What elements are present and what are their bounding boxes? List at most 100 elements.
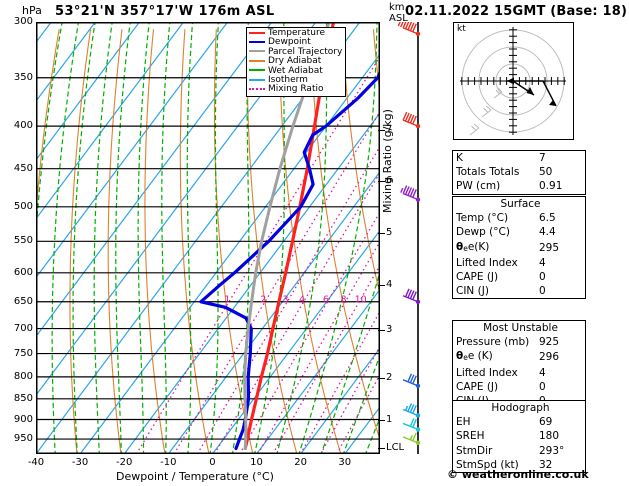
temperature-tick-30: 30: [338, 457, 352, 468]
x-axis-title: Dewpoint / Temperature (°C): [116, 470, 274, 483]
pressure-tick-600: 600: [13, 266, 33, 278]
wind-barb: [402, 373, 421, 389]
indices-label: PW (cm): [456, 180, 501, 193]
temperature-tick-0: 0: [209, 457, 216, 468]
altitude-tickmark: [378, 285, 385, 286]
hodograph-stats-row: SREH 180: [453, 429, 585, 443]
mixing-ratio-axis-title: Mixing Ratio (g/kg): [381, 109, 394, 213]
indices-value: 7: [539, 152, 546, 164]
surface-header: Surface: [500, 198, 541, 210]
pressure-tick-350: 350: [13, 71, 33, 83]
legend-item: Dry Adiabat: [249, 56, 342, 67]
most-unstable-label: Lifted Index: [456, 366, 518, 379]
hodograph-stats-label: EH: [456, 416, 471, 429]
most-unstable-value: 0: [539, 380, 546, 393]
legend-label: Temperature: [268, 28, 326, 38]
legend-swatch-4: [249, 69, 265, 72]
surface-value: 4.4: [539, 226, 556, 239]
temperature-tick--40: -40: [27, 457, 45, 468]
legend-label: Dry Adiabat: [268, 56, 322, 67]
pressure-tick-550: 550: [13, 235, 33, 247]
date-title: 02.11.2022 15GMT (Base: 18): [405, 4, 628, 19]
legend-item: Temperature: [249, 28, 342, 38]
altitude-tick-7: 7: [386, 124, 393, 135]
surface-row: Dewp (°C) 4.4: [453, 225, 585, 239]
pressure-tick-950: 950: [13, 433, 33, 445]
sounding-curves: [199, 22, 380, 451]
temperature-tick-10: 10: [250, 457, 263, 468]
wind-barb: [400, 185, 421, 202]
legend-item: Mixing Ratio: [249, 85, 342, 94]
temperature-tick--10: -10: [160, 457, 177, 468]
pressure-tick-400: 400: [13, 120, 33, 132]
most-unstable-row: θee (K) 296: [453, 349, 585, 365]
hodograph-stats-value: 69: [539, 416, 553, 429]
temperature-tick-20: 20: [294, 457, 307, 468]
wind-barb-column: [394, 18, 428, 454]
surface-row: θee(K) 295: [453, 240, 585, 256]
pressure-tick-450: 450: [13, 162, 33, 174]
legend-swatch-6: [249, 87, 265, 90]
hodograph-stats-value: 293°: [539, 444, 565, 457]
most-unstable-row: Pressure (mb) 925: [453, 335, 585, 349]
hodograph-stats-label: StmDir: [456, 444, 493, 457]
pressure-tick-800: 800: [13, 370, 33, 382]
altitude-tickmark: [378, 130, 385, 131]
most-unstable-value: 925: [539, 336, 560, 349]
wind-barb: [402, 432, 421, 446]
indices-table: K 7 Totals Totals 50 PW (cm) 0.91: [452, 150, 586, 195]
altitude-tick-4: 4: [386, 279, 393, 290]
wind-barb: [402, 288, 421, 304]
svg-text:8: 8: [341, 295, 347, 306]
most-unstable-row: Lifted Index 4: [453, 366, 585, 380]
pressure-tick-700: 700: [13, 322, 33, 334]
surface-label: Temp (°C): [456, 212, 509, 225]
isobar-lines: [36, 22, 380, 440]
altitude-tickmark: [378, 181, 385, 182]
altitude-tickmark: [378, 330, 385, 331]
legend-label: Mixing Ratio: [268, 84, 324, 95]
most-unstable-label: θee (K): [456, 350, 493, 363]
legend: Temperature Dewpoint Parcel Trajectory Dry …: [246, 27, 347, 97]
pressure-unit-label: hPa: [22, 4, 42, 17]
pressure-tick-750: 750: [13, 347, 33, 359]
wind-barb: [402, 111, 421, 129]
indices-value: 50: [539, 166, 553, 179]
pressure-tick-850: 850: [13, 392, 33, 404]
surface-row: CAPE (J) 0: [453, 270, 585, 284]
temperature-tick--20: -20: [116, 457, 133, 468]
indices-value: 0.91: [539, 180, 563, 193]
altitude-tick-5: 5: [386, 227, 393, 238]
svg-text:3: 3: [283, 295, 289, 306]
indices-label: Totals Totals: [456, 166, 520, 179]
most-unstable-header: Most Unstable: [483, 322, 558, 334]
surface-label: CIN (J): [456, 285, 489, 298]
surface-row: Temp (°C) 6.5: [453, 211, 585, 225]
most-unstable-value: 296: [539, 351, 560, 364]
lcl-tickmark: [378, 448, 385, 449]
wind-barb: [402, 403, 421, 418]
svg-text:10: 10: [355, 295, 367, 306]
wind-barb: [397, 18, 421, 37]
altitude-tick-1: 1: [386, 414, 393, 425]
indices-row: PW (cm) 0.91: [453, 179, 585, 193]
surface-label: θee(K): [456, 240, 490, 253]
altitude-tick-2: 2: [386, 372, 393, 383]
most-unstable-value: 4: [539, 366, 546, 379]
hodograph-stats-label: StmSpd (kt): [456, 458, 519, 471]
surface-value: 6.5: [539, 212, 556, 225]
surface-value: 295: [539, 241, 560, 254]
svg-text:4: 4: [299, 295, 305, 306]
temperature-tick--30: -30: [71, 457, 89, 468]
pressure-tick-300: 300: [13, 16, 33, 27]
pressure-tick-650: 650: [13, 295, 33, 307]
indices-label: K: [456, 152, 463, 164]
legend-swatch-0: [249, 31, 265, 34]
hodograph-panel: kt: [453, 22, 574, 140]
surface-label: Lifted Index: [456, 256, 518, 269]
wind-barb: [402, 418, 421, 432]
surface-table: Surface Temp (°C) 6.5 Dewp (°C) 4.4 θee(K) 295…: [452, 196, 586, 300]
hodograph-stats-label: SREH: [456, 430, 485, 443]
